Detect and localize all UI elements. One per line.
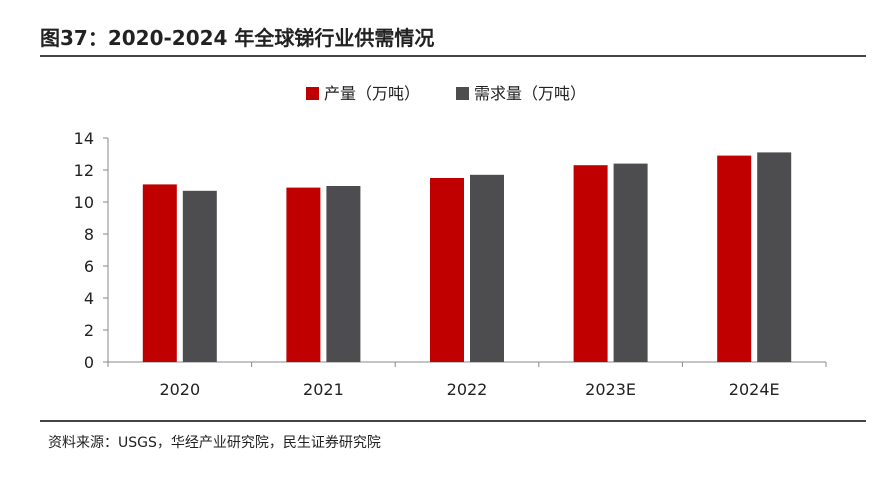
y-axis: 0 2 4 6 8 10 12 14: [74, 129, 109, 372]
x-tick-label: 2022: [447, 380, 488, 399]
y-tick-label: 2: [84, 321, 94, 340]
bar-demand: [757, 152, 792, 362]
legend-swatch: [456, 87, 469, 100]
bar-demand: [470, 174, 504, 362]
legend-label: 产量（万吨）: [324, 84, 420, 103]
x-tick-label: 2023E: [585, 380, 636, 399]
bar-production: [286, 187, 321, 362]
bar-series: [142, 152, 792, 362]
x-tick-label: 2021: [303, 380, 344, 399]
bar-production: [717, 155, 752, 362]
x-tick-label: 2020: [159, 380, 200, 399]
y-tick-label: 4: [84, 289, 94, 308]
legend-label: 需求量（万吨）: [474, 84, 586, 103]
y-tick-label: 6: [84, 257, 94, 276]
title-divider: [40, 55, 866, 57]
bar-demand: [182, 190, 217, 362]
bar-production: [430, 178, 464, 362]
y-tick-label: 8: [84, 225, 94, 244]
source-note: 资料来源：USGS，华经产业研究院，民生证券研究院: [48, 435, 381, 451]
bar-demand: [613, 163, 648, 362]
page-title: 图37：2020-2024 年全球锑行业供需情况: [40, 26, 435, 50]
x-axis: 2020 2021 2022 2023E 2024E: [107, 361, 827, 399]
source-divider: [40, 420, 866, 422]
bar-demand: [326, 186, 361, 362]
x-tick-label: 2024E: [729, 380, 780, 399]
legend-swatch: [306, 87, 319, 100]
bar-production: [573, 165, 608, 362]
bar-production: [142, 184, 177, 362]
y-tick-label: 12: [74, 161, 94, 180]
y-tick-label: 14: [74, 129, 94, 148]
chart-legend: 产量（万吨） 需求量（万吨）: [306, 84, 586, 103]
y-tick-label: 10: [74, 193, 94, 212]
y-tick-label: 0: [84, 353, 94, 372]
